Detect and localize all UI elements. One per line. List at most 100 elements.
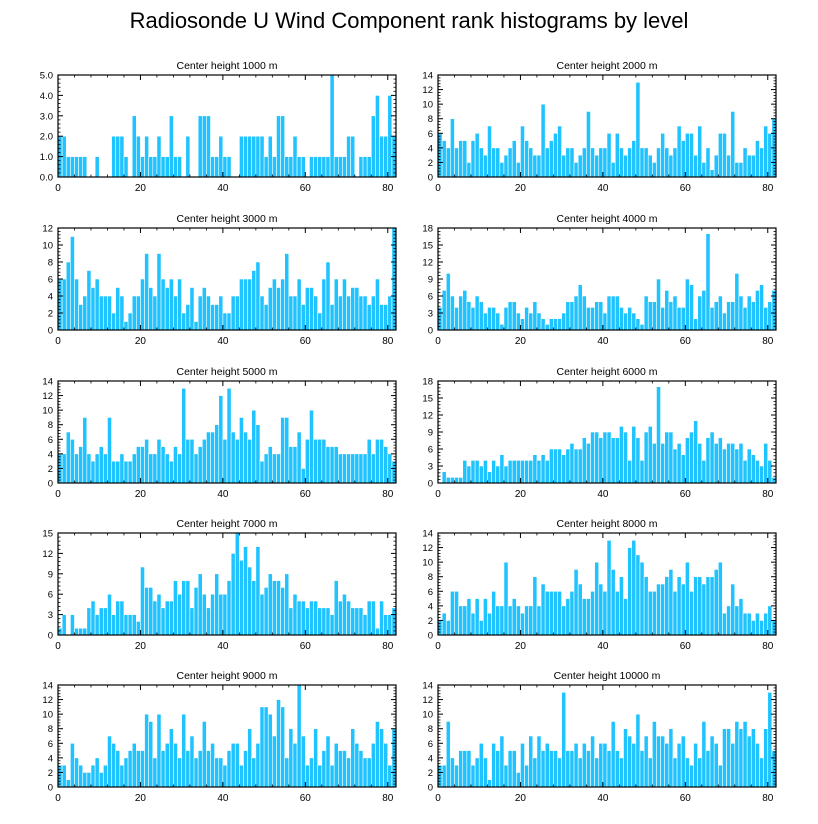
bar — [210, 742, 215, 788]
bar — [565, 147, 571, 178]
bar — [74, 757, 79, 788]
bar — [635, 81, 641, 178]
bar — [243, 278, 248, 331]
bar — [487, 125, 492, 178]
bar — [90, 764, 96, 788]
bar — [313, 156, 318, 178]
bar — [759, 147, 764, 178]
bar — [136, 446, 141, 484]
y-tick-label: 2.0 — [40, 132, 53, 143]
bar — [185, 304, 191, 331]
bar — [738, 443, 744, 484]
y-tick-label: 12 — [422, 543, 433, 554]
bar — [103, 453, 108, 484]
x-tick-label: 0 — [55, 489, 61, 500]
bar — [466, 465, 472, 484]
panel-3: Center height 3000 m 0 20 40 60 80 0 2 4 6 8 10 12 — [42, 213, 397, 347]
bar — [144, 253, 149, 331]
plot-frame — [437, 74, 777, 178]
panel-4: Center height 4000 m 0 20 40 60 80 0 3 6 9 12 15 18 — [422, 213, 777, 347]
y-tick-label: 8 — [428, 724, 433, 735]
bar — [206, 607, 211, 636]
bar — [594, 561, 600, 636]
bar — [705, 750, 711, 788]
y-tick-label: 2 — [48, 464, 53, 475]
bar — [483, 757, 488, 788]
bar — [516, 162, 521, 178]
bar — [614, 295, 620, 331]
bar — [263, 587, 269, 636]
bar — [668, 728, 674, 788]
y-tick-label: 12 — [42, 695, 53, 706]
bar — [177, 453, 182, 484]
panel-title: Center height 8000 m — [557, 518, 658, 530]
bar — [115, 287, 121, 331]
bar — [647, 590, 653, 636]
bar — [660, 443, 666, 484]
bar — [717, 437, 723, 484]
y-tick-label: 10 — [42, 406, 53, 417]
bar — [763, 612, 769, 636]
bar — [181, 387, 187, 484]
plot-frame — [57, 74, 397, 178]
bar — [532, 576, 538, 636]
panel-1: Center height 1000 m 0 20 40 60 80 0.0 1.0 2.0 3.… — [40, 60, 397, 194]
bar — [317, 312, 323, 331]
bar — [259, 295, 265, 331]
bar — [441, 612, 447, 636]
bar — [454, 590, 459, 636]
y-tick-label: 3 — [48, 610, 53, 621]
bar — [164, 287, 170, 331]
bar — [734, 162, 740, 178]
bar — [726, 154, 731, 178]
x-tick-label: 20 — [515, 183, 527, 194]
bar — [548, 448, 554, 484]
bar — [454, 477, 459, 484]
bar — [565, 750, 571, 788]
bar — [676, 125, 682, 178]
bar — [726, 301, 731, 331]
bar — [676, 742, 682, 788]
bar — [483, 460, 488, 484]
bar — [672, 147, 678, 178]
y-tick-label: 4 — [428, 601, 433, 612]
x-tick-label: 40 — [217, 489, 229, 500]
bar — [606, 132, 612, 178]
bar — [507, 147, 513, 178]
bar — [701, 583, 707, 636]
bar — [358, 607, 364, 636]
plot-frame — [437, 684, 777, 788]
bar — [111, 614, 117, 636]
bar — [495, 147, 501, 178]
bar — [350, 135, 356, 178]
bar — [672, 757, 678, 788]
x-tick-label: 20 — [515, 489, 527, 500]
bar — [168, 728, 174, 788]
bar — [544, 147, 550, 178]
bar — [152, 453, 158, 484]
bar — [276, 287, 281, 331]
y-tick-label: 14 — [42, 681, 53, 692]
bar — [511, 750, 517, 788]
bar — [218, 593, 224, 636]
bar — [631, 312, 637, 331]
bar — [656, 278, 661, 331]
bar — [450, 757, 455, 788]
bar — [226, 750, 232, 788]
bar — [581, 742, 587, 788]
panel-title: Center height 6000 m — [557, 366, 658, 378]
bar — [458, 477, 464, 484]
bar — [65, 431, 71, 484]
bar — [370, 600, 376, 636]
x-tick-label: 0 — [55, 641, 61, 652]
bar — [284, 156, 290, 178]
bar — [553, 590, 558, 636]
y-tick-label: 6 — [428, 129, 433, 140]
bar — [619, 147, 624, 178]
bar — [98, 772, 104, 788]
bar — [734, 605, 740, 636]
bar — [346, 135, 351, 178]
y-tick-label: 0 — [48, 631, 53, 642]
bar — [668, 431, 674, 484]
bar — [94, 614, 100, 636]
